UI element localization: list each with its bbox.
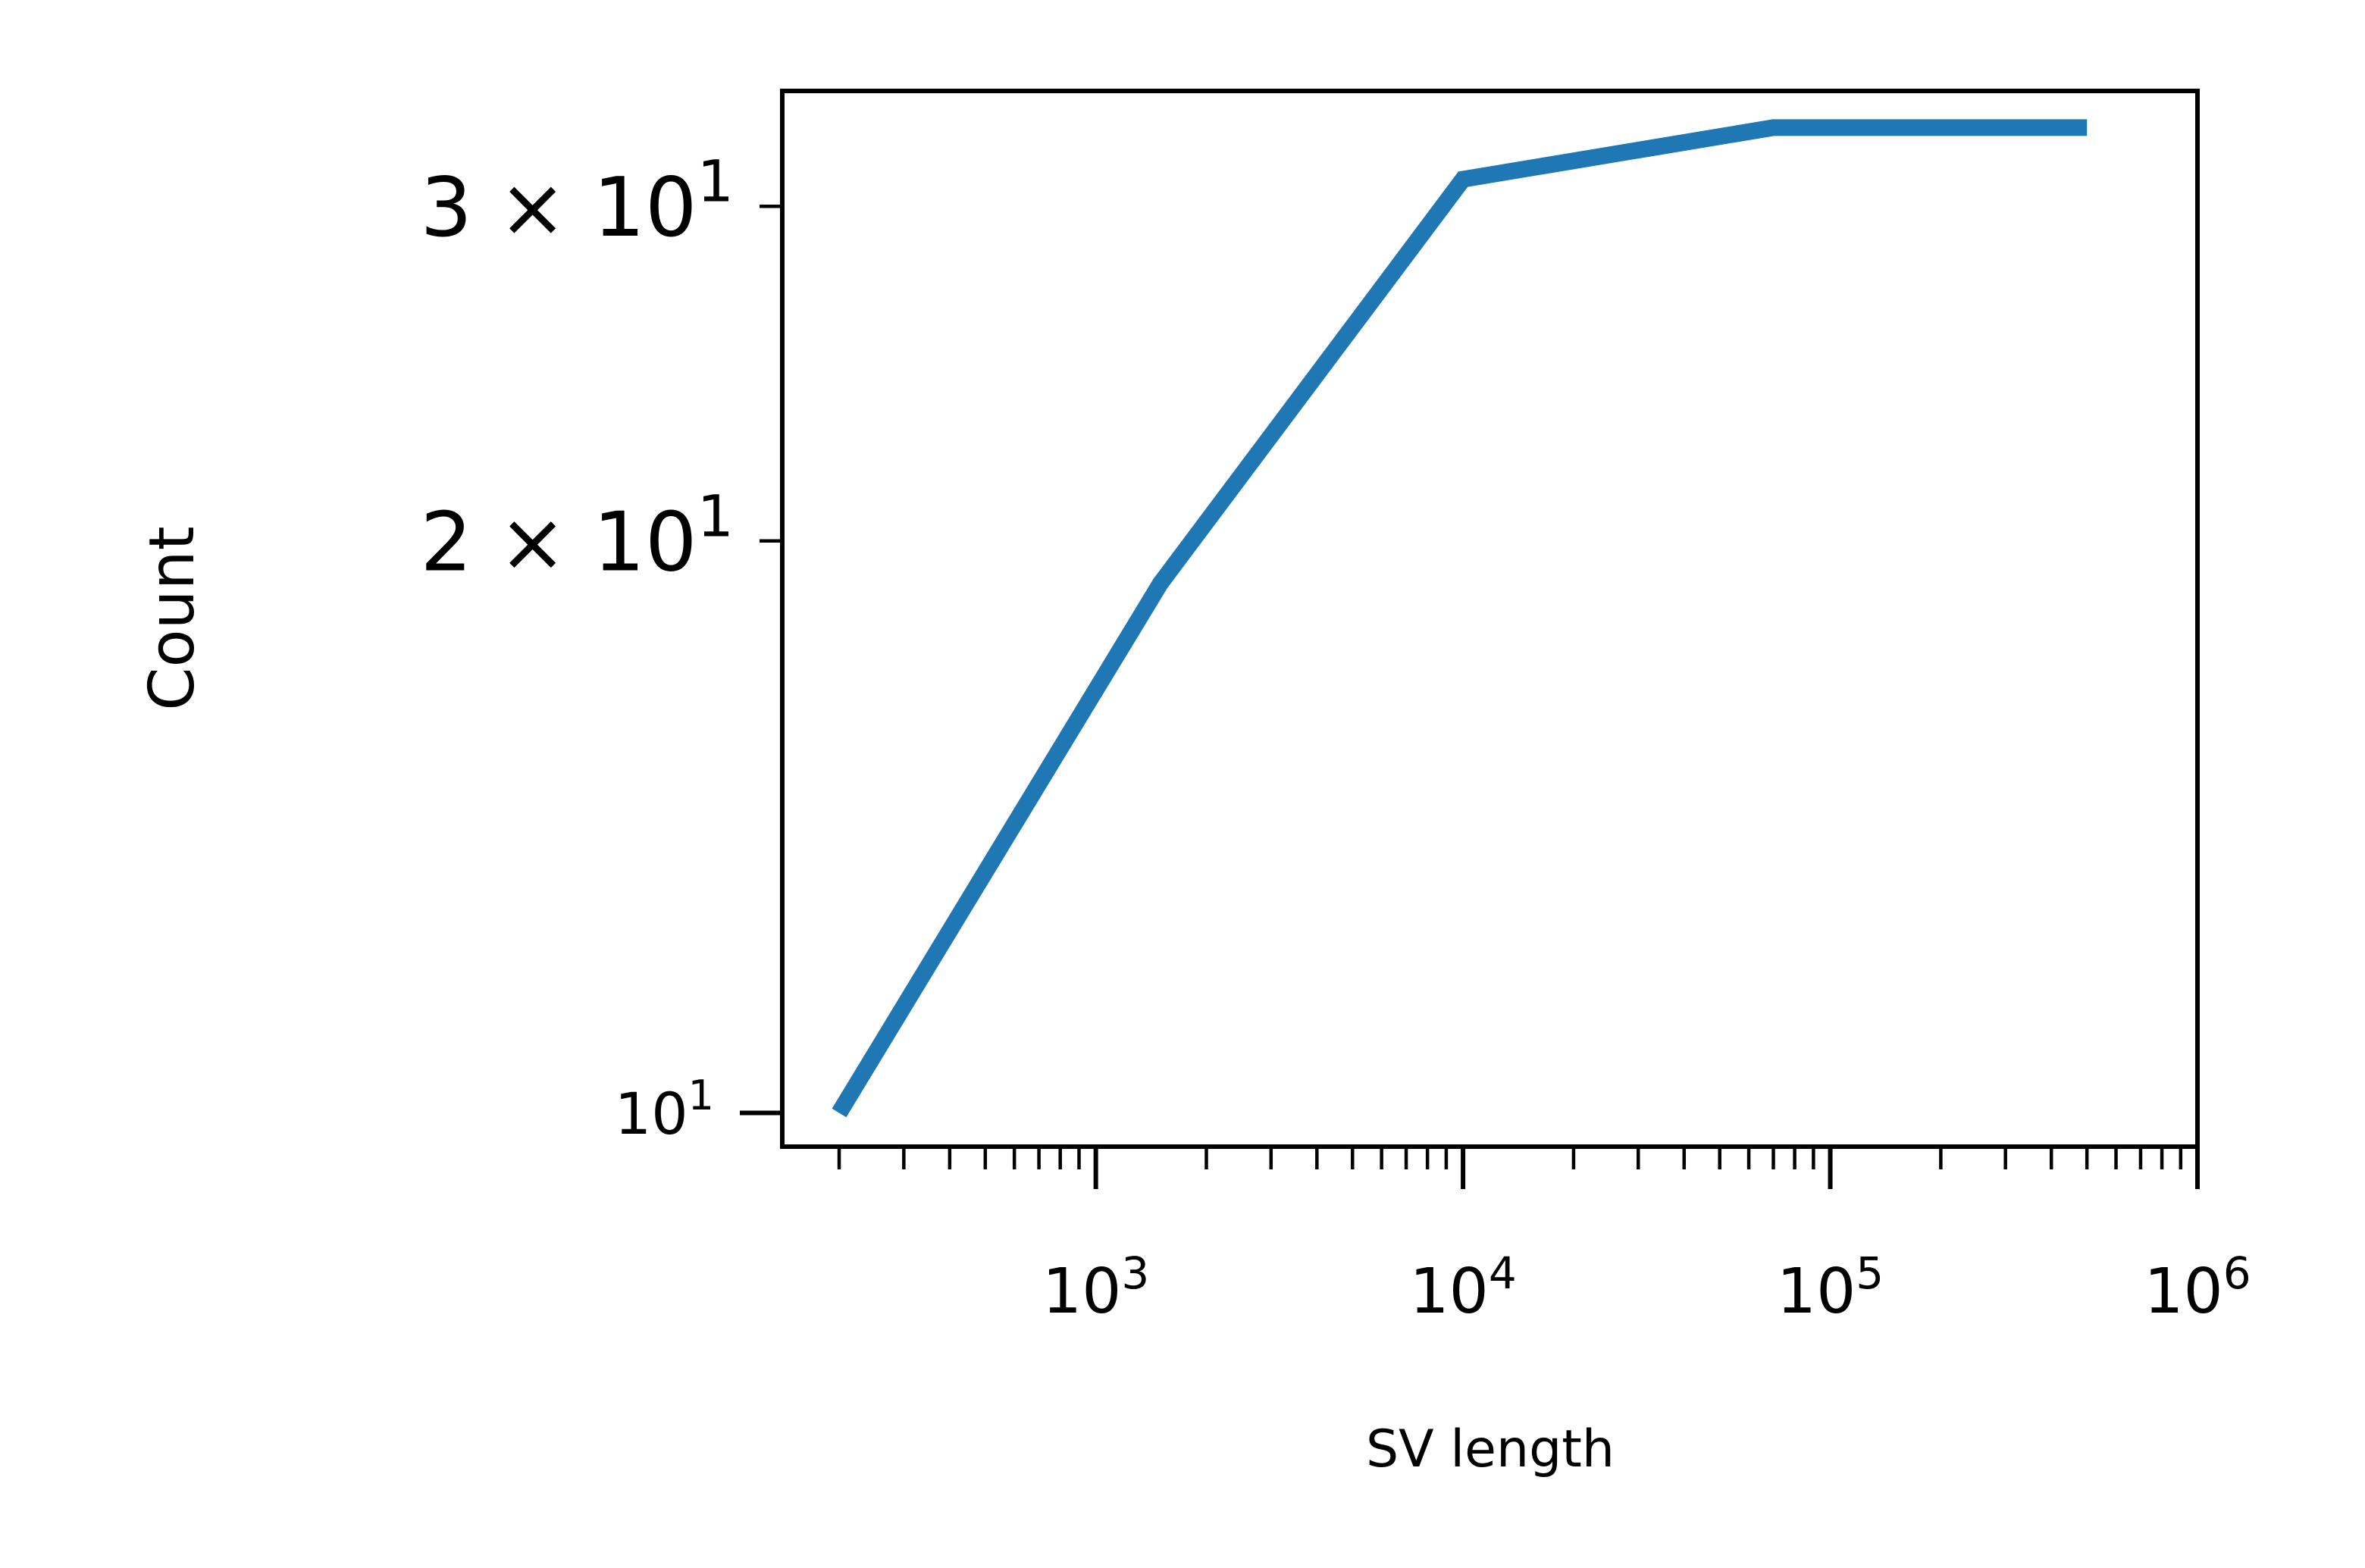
y-tick-label: 2 × 101 xyxy=(420,482,734,590)
y-axis-label: Count xyxy=(136,526,208,711)
series-layer xyxy=(832,119,2088,1118)
y-tick-label: 3 × 101 xyxy=(420,148,734,255)
x-axis: 103 104 105 106 xyxy=(837,1147,2251,1328)
series-line-0 xyxy=(832,119,2088,1118)
plot-area-frame xyxy=(780,89,2200,1149)
x-axis-label: SV length xyxy=(1366,1419,1615,1479)
x-tick-label: 105 xyxy=(1777,1247,1884,1328)
y-axis: 101 2 × 101 3 × 101 xyxy=(420,148,782,1147)
x-tick-label: 106 xyxy=(2144,1247,2251,1328)
x-tick-label: 104 xyxy=(1409,1247,1516,1328)
x-tick-label: 103 xyxy=(1042,1247,1149,1328)
y-tick-label: 101 xyxy=(615,1072,714,1147)
